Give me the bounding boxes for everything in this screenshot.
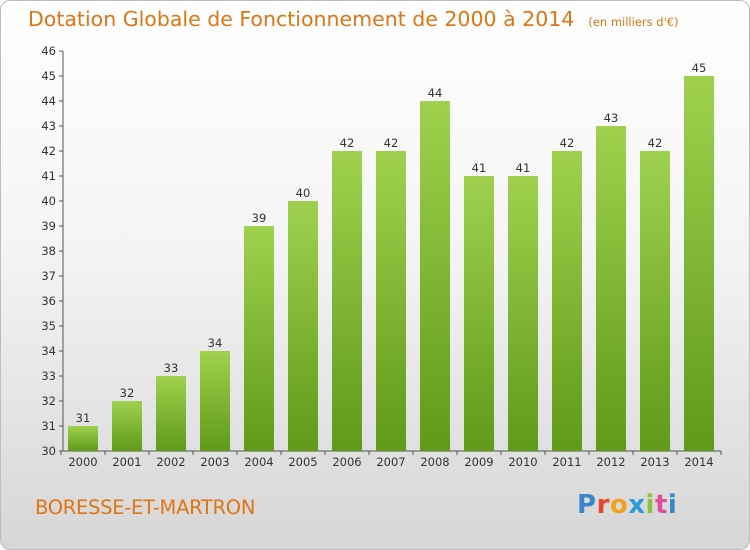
x-tick-label: 2002 (156, 455, 185, 469)
logo-letter: P (577, 490, 597, 520)
y-tick-label: 36 (41, 294, 56, 308)
y-tick-label: 46 (41, 44, 56, 58)
commune-name: BORESSE-ET-MARTRON (35, 496, 256, 519)
bar (376, 151, 406, 451)
logo-letter: t (654, 490, 668, 520)
logo-letter: x (628, 490, 646, 520)
data-label: 39 (252, 211, 267, 225)
y-tick-label: 37 (41, 269, 56, 283)
data-label: 41 (472, 161, 487, 175)
x-tick-label: 2001 (112, 455, 141, 469)
data-label: 43 (604, 111, 619, 125)
logo-letter: i (645, 490, 655, 520)
bar (508, 176, 538, 451)
x-tick-label: 2006 (332, 455, 361, 469)
y-tick-label: 45 (41, 69, 56, 83)
x-tick-label: 2005 (288, 455, 317, 469)
logo-letter: i (667, 490, 678, 520)
chart-title: Dotation Globale de Fonctionnement de 20… (28, 7, 679, 31)
y-tick-label: 31 (41, 419, 56, 433)
y-tick-label: 44 (41, 94, 56, 108)
bar (464, 176, 494, 451)
y-tick-label: 38 (41, 244, 56, 258)
bar (68, 426, 98, 451)
x-tick-label: 2013 (640, 455, 669, 469)
y-tick-label: 30 (41, 444, 56, 458)
y-tick-label: 43 (41, 119, 56, 133)
bar (156, 376, 186, 451)
x-tick-label: 2008 (420, 455, 449, 469)
data-label: 40 (296, 186, 311, 200)
data-label: 42 (648, 136, 663, 150)
x-tick-label: 2014 (684, 455, 713, 469)
data-label: 41 (516, 161, 531, 175)
bar (244, 226, 274, 451)
bar (420, 101, 450, 451)
bar (200, 351, 230, 451)
y-tick-label: 40 (41, 194, 56, 208)
data-label: 34 (208, 336, 223, 350)
x-tick-label: 2010 (508, 455, 537, 469)
x-tick-label: 2011 (552, 455, 581, 469)
y-tick-label: 34 (41, 344, 56, 358)
bar (552, 151, 582, 451)
x-tick-label: 2009 (464, 455, 493, 469)
chart-subtitle: (en milliers d'€) (588, 15, 679, 29)
y-tick-label: 32 (41, 394, 56, 408)
data-label: 44 (428, 86, 443, 100)
data-label: 31 (76, 411, 91, 425)
x-tick-label: 2004 (244, 455, 273, 469)
y-tick-label: 35 (41, 319, 56, 333)
bar (332, 151, 362, 451)
data-label: 32 (120, 386, 135, 400)
bar (684, 76, 714, 451)
y-tick-label: 39 (41, 219, 56, 233)
x-tick-label: 2007 (376, 455, 405, 469)
bar (596, 126, 626, 451)
logo-letter: r (596, 490, 610, 520)
logo-letter: o (609, 490, 629, 520)
proxiti-logo[interactable]: Proxiti (577, 490, 677, 520)
data-label: 33 (164, 361, 179, 375)
data-label: 42 (560, 136, 575, 150)
x-tick-label: 2003 (200, 455, 229, 469)
bar (640, 151, 670, 451)
chart-title-text: Dotation Globale de Fonctionnement de 20… (28, 7, 575, 31)
y-tick-label: 42 (41, 144, 56, 158)
data-label: 42 (340, 136, 355, 150)
data-label: 45 (692, 61, 707, 75)
bar (112, 401, 142, 451)
x-tick-label: 2000 (68, 455, 97, 469)
bar (288, 201, 318, 451)
y-tick-label: 41 (41, 169, 56, 183)
x-tick-label: 2012 (596, 455, 625, 469)
y-tick-label: 33 (41, 369, 56, 383)
data-label: 42 (384, 136, 399, 150)
